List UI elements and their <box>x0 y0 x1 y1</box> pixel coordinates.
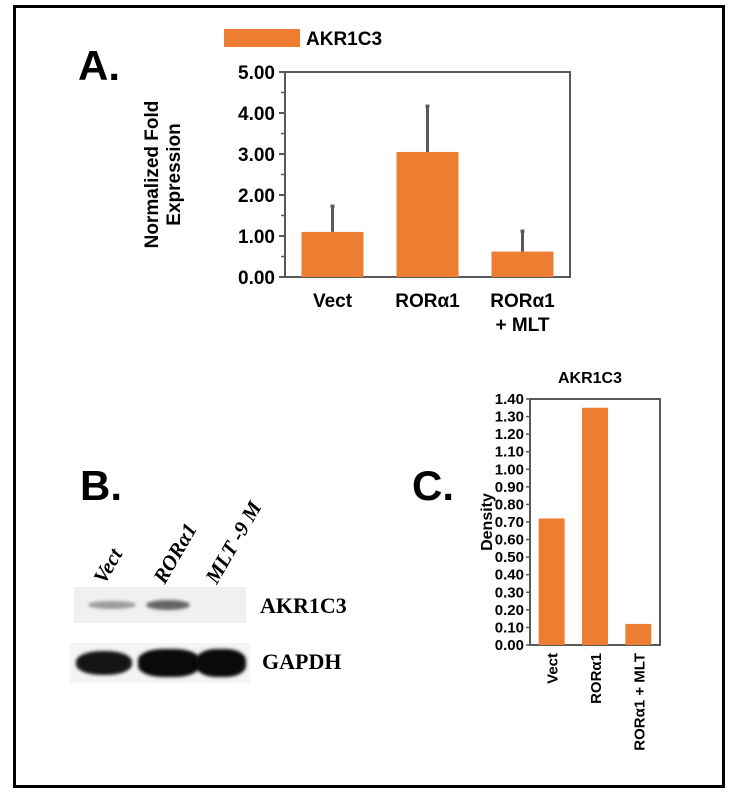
x-tick-label-a: RORα1 <box>490 291 555 312</box>
panel-b-label: B. <box>80 462 122 509</box>
y-tick-label-a: 0.00 <box>238 268 275 289</box>
y-tick-label-a: 3.00 <box>238 145 275 166</box>
y-tick-label-c: 0.30 <box>495 584 524 601</box>
y-tick-label-c: 0.60 <box>495 532 524 549</box>
chart-c-title: AKR1C3 <box>558 370 622 387</box>
y-tick-label-c: 0.70 <box>495 514 524 531</box>
x-tick-label-c: RORα1 <box>588 653 605 704</box>
bar-c <box>538 518 565 645</box>
band-akr1c3-vect <box>88 601 136 609</box>
y-tick-label-c: 1.00 <box>495 461 524 478</box>
blot-label-gapdh: GAPDH <box>262 649 342 674</box>
bar-c <box>582 407 608 645</box>
bar-a <box>301 231 364 277</box>
bar-a <box>491 251 554 277</box>
lane-label-vect: Vect <box>88 544 128 588</box>
y-tick-label-c: 0.80 <box>495 496 524 513</box>
band-gapdh-vect <box>76 651 132 675</box>
x-tick-label-c: Vect <box>545 653 562 684</box>
panel-a-label: A. <box>78 42 120 89</box>
x-tick-label-a: + MLT <box>495 315 549 336</box>
legend-swatch-akr1c3 <box>224 29 300 47</box>
y-tick-label-c: 1.20 <box>495 426 524 443</box>
western-blot: Vect RORα1 MLT -9 M AKR1C3 GAPDH <box>70 497 370 715</box>
y-tick-label-c: 0.50 <box>495 549 524 566</box>
y-tick-label-a: 5.00 <box>238 63 275 84</box>
y-tick-label-c: 0.10 <box>495 619 524 636</box>
lane-label-rora1: RORα1 <box>148 518 202 588</box>
y-tick-label-c: 0.40 <box>495 567 524 584</box>
legend-label-akr1c3: AKR1C3 <box>306 29 382 50</box>
band-gapdh-rora1 <box>138 649 200 677</box>
chart-a: AKR1C3 0.00 1.00 2.00 3.00 4.00 5.00 Normalized… <box>142 29 571 336</box>
panel-c-label: C. <box>412 462 454 509</box>
bar-c <box>625 623 652 645</box>
x-tick-label-c: RORα1 + MLT <box>631 653 648 751</box>
chart-c: AKR1C30.000.100.200.300.400.500.600.700.… <box>479 370 661 751</box>
y-tick-label-a: 2.00 <box>238 186 275 207</box>
y-tick-label-a: 1.00 <box>238 227 275 248</box>
y-tick-label-c: 0.90 <box>495 479 524 496</box>
y-axis-label-a: Normalized FoldExpression <box>142 101 185 249</box>
band-gapdh-mlt <box>196 649 246 677</box>
blot-label-akr1c3: AKR1C3 <box>260 593 347 618</box>
y-tick-label-c: 0.20 <box>495 602 524 619</box>
x-tick-label-a: Vect <box>313 291 353 312</box>
y-axis-label-c: Density <box>479 493 496 551</box>
x-tick-label-a: RORα1 <box>395 291 460 312</box>
band-akr1c3-rora1 <box>146 600 190 610</box>
y-tick-label-c: 1.40 <box>495 391 524 408</box>
y-tick-label-c: 0.00 <box>495 637 524 654</box>
bar-a <box>396 151 459 277</box>
y-tick-label-a: 4.00 <box>238 104 275 125</box>
y-tick-label-c: 1.30 <box>495 409 524 426</box>
y-tick-label-c: 1.10 <box>495 444 524 461</box>
